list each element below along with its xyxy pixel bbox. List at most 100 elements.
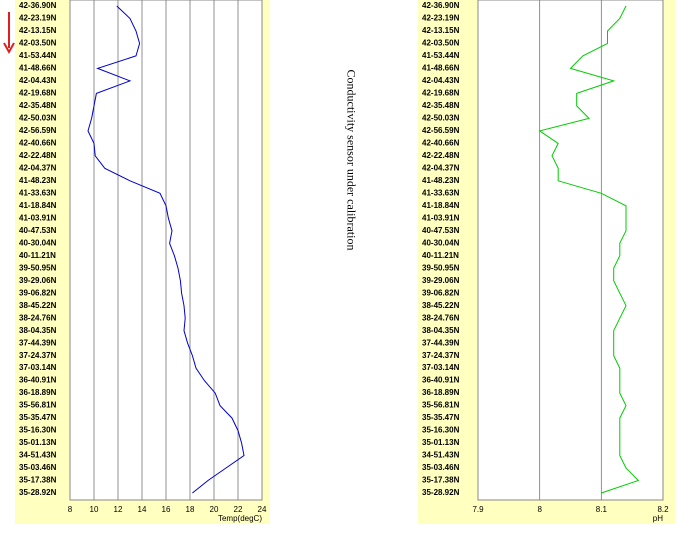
- y-tick-label: 42-23.19N: [19, 14, 57, 23]
- y-tick-label: 37-44.39N: [19, 338, 57, 347]
- y-tick-label: 35-03.46N: [422, 463, 460, 472]
- annotation: Conductivity sensor under calibration: [344, 70, 358, 251]
- y-tick-label: 38-04.35N: [19, 326, 57, 335]
- y-tick-label: 34-51.43N: [19, 451, 57, 460]
- y-tick-label: 42-19.68N: [422, 89, 460, 98]
- y-tick-label: 41-18.84N: [19, 201, 57, 210]
- y-tick-label: 42-13.15N: [422, 26, 460, 35]
- y-tick-label: 35-16.30N: [422, 426, 460, 435]
- y-tick-label: 41-53.44N: [19, 51, 57, 60]
- y-tick-label: 37-03.14N: [19, 363, 57, 372]
- plot-area: [477, 0, 664, 501]
- y-tick-label: 35-56.81N: [422, 401, 460, 410]
- y-tick-label: 39-50.95N: [422, 263, 460, 272]
- y-tick-label: 41-18.84N: [422, 201, 460, 210]
- y-tick-label: 35-28.92N: [422, 488, 460, 497]
- y-tick-label: 36-18.89N: [19, 388, 57, 397]
- y-tick-label: 42-23.19N: [422, 14, 460, 23]
- y-tick-label: 41-48.66N: [19, 64, 57, 73]
- y-tick-label: 40-11.21N: [422, 251, 459, 260]
- y-tick-label: 35-01.13N: [19, 438, 57, 447]
- x-tick-label: 14: [138, 505, 147, 514]
- y-tick-label: 42-56.59N: [19, 126, 57, 135]
- y-tick-label: 35-01.13N: [422, 438, 460, 447]
- y-tick-label: 40-47.53N: [19, 226, 57, 235]
- y-tick-label: 42-35.48N: [19, 101, 57, 110]
- y-tick-label: 37-24.37N: [19, 351, 57, 360]
- y-tick-label: 39-06.82N: [19, 288, 57, 297]
- arrow-head: [3, 42, 15, 55]
- y-tick-label: 38-24.76N: [19, 313, 57, 322]
- x-tick-label: 7.9: [472, 505, 484, 514]
- y-tick-label: 39-06.82N: [422, 288, 460, 297]
- x-tick-label: 22: [234, 505, 243, 514]
- y-tick-label: 39-29.06N: [422, 276, 460, 285]
- y-tick-label: 41-33.63N: [422, 188, 460, 197]
- y-tick-label: 42-36.90N: [422, 1, 460, 10]
- y-tick-label: 41-48.23N: [422, 176, 460, 185]
- y-tick-label: 42-35.48N: [422, 101, 460, 110]
- y-tick-label: 42-03.50N: [19, 39, 57, 48]
- y-tick-label: 35-16.30N: [19, 426, 57, 435]
- y-tick-label: 39-29.06N: [19, 276, 57, 285]
- y-tick-label: 40-47.53N: [422, 226, 460, 235]
- y-tick-label: 42-22.48N: [422, 151, 460, 160]
- y-tick-label: 42-19.68N: [19, 89, 57, 98]
- x-tick-label: 8.2: [657, 505, 669, 514]
- y-tick-label: 35-17.38N: [422, 476, 460, 485]
- y-tick-label: 35-35.47N: [422, 413, 460, 422]
- y-tick-label: 36-40.91N: [19, 376, 57, 385]
- y-tick-label: 42-36.90N: [19, 1, 57, 10]
- y-tick-label: 41-03.91N: [19, 213, 57, 222]
- y-tick-label: 42-04.43N: [422, 76, 460, 85]
- y-tick-label: 42-40.66N: [422, 138, 460, 147]
- y-tick-label: 38-45.22N: [422, 301, 460, 310]
- y-tick-label: 41-48.23N: [19, 176, 57, 185]
- y-tick-label: 35-03.46N: [19, 463, 57, 472]
- x-axis-label: Temp(degC): [218, 514, 262, 523]
- y-tick-label: 40-30.04N: [19, 238, 57, 247]
- y-tick-label: 38-24.76N: [422, 313, 460, 322]
- y-tick-label: 35-56.81N: [19, 401, 57, 410]
- y-tick-label: 42-04.43N: [19, 76, 57, 85]
- y-tick-label: 35-35.47N: [19, 413, 57, 422]
- y-tick-label: 42-22.48N: [19, 151, 57, 160]
- y-tick-label: 39-50.95N: [19, 263, 57, 272]
- y-tick-label: 41-03.91N: [422, 213, 460, 222]
- y-tick-label: 40-11.21N: [19, 251, 56, 260]
- y-tick-label: 36-18.89N: [422, 388, 460, 397]
- x-tick-label: 8: [537, 505, 542, 514]
- y-tick-label: 42-56.59N: [422, 126, 460, 135]
- x-tick-label: 24: [258, 505, 267, 514]
- data-line: [538, 5, 640, 494]
- y-tick-label: 37-44.39N: [422, 338, 460, 347]
- x-tick-label: 12: [114, 505, 123, 514]
- x-tick-label: 8: [68, 505, 73, 514]
- y-tick-label: 42-03.50N: [422, 39, 460, 48]
- y-tick-label: 42-13.15N: [19, 26, 57, 35]
- y-tick-label: 35-28.92N: [19, 488, 57, 497]
- data-line: [87, 5, 245, 494]
- y-tick-label: 42-50.03N: [19, 113, 57, 122]
- y-tick-label: 40-30.04N: [422, 238, 460, 247]
- y-tick-label: 34-51.43N: [422, 451, 460, 460]
- y-tick-label: 41-33.63N: [19, 188, 57, 197]
- x-tick-label: 20: [210, 505, 219, 514]
- y-tick-label: 42-50.03N: [422, 113, 460, 122]
- y-tick-label: 36-40.91N: [422, 376, 460, 385]
- y-tick-label: 41-48.66N: [422, 64, 460, 73]
- y-tick-label: 37-03.14N: [422, 363, 460, 372]
- y-tick-label: 37-24.37N: [422, 351, 460, 360]
- x-tick-label: 16: [162, 505, 171, 514]
- x-axis-label: pH: [653, 514, 663, 523]
- x-tick-label: 10: [90, 505, 99, 514]
- x-tick-label: 8.1: [596, 505, 608, 514]
- y-tick-label: 38-04.35N: [422, 326, 460, 335]
- y-tick-label: 42-04.37N: [19, 163, 57, 172]
- y-tick-label: 42-40.66N: [19, 138, 57, 147]
- y-tick-label: 38-45.22N: [19, 301, 57, 310]
- y-tick-label: 35-17.38N: [19, 476, 57, 485]
- y-tick-label: 42-04.37N: [422, 163, 460, 172]
- y-tick-label: 41-53.44N: [422, 51, 460, 60]
